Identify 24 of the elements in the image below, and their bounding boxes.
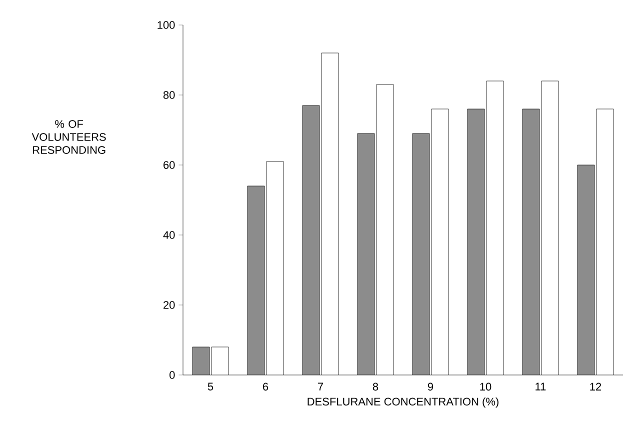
x-tick-label: 6 bbox=[263, 382, 268, 391]
bar bbox=[192, 346, 210, 375]
bar bbox=[357, 133, 374, 375]
y-tick-label: 0 bbox=[170, 371, 175, 379]
bar bbox=[467, 108, 484, 375]
x-tick-label: 7 bbox=[318, 382, 324, 390]
x-tick-label: 8 bbox=[372, 382, 378, 391]
y-tick-label: 100 bbox=[158, 21, 175, 29]
x-tick-label: 10 bbox=[480, 382, 492, 391]
bar bbox=[302, 105, 320, 375]
y-tick-label: 80 bbox=[163, 91, 175, 99]
y-tick-label: 60 bbox=[164, 161, 175, 169]
y-tick-label: 20 bbox=[164, 301, 175, 309]
x-tick-label: 5 bbox=[208, 382, 214, 390]
x-tick-label: 11 bbox=[536, 382, 546, 390]
y-tick-label: 40 bbox=[163, 231, 175, 239]
bar bbox=[412, 133, 430, 375]
bar bbox=[522, 108, 540, 375]
bar bbox=[577, 164, 595, 375]
x-tick-label: 9 bbox=[428, 382, 434, 391]
bar bbox=[248, 186, 264, 375]
y-axis-title: % OF VOLUNTEERS RESPONDING bbox=[32, 120, 106, 154]
x-axis-title: DESFLURANE CONCENTRATION (%) bbox=[308, 397, 498, 408]
x-tick-label: 12 bbox=[590, 382, 602, 390]
